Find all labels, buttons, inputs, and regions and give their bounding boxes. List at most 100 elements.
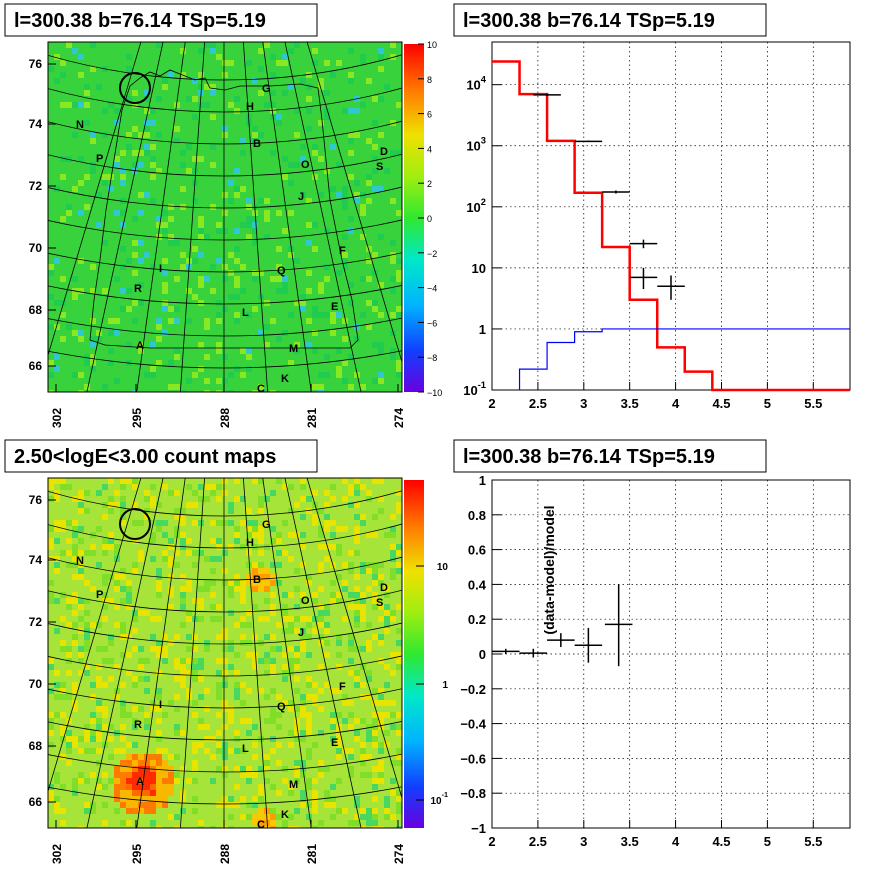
map-pixel: [102, 174, 108, 180]
map-pixel: [192, 520, 198, 526]
map-pixel: [90, 550, 96, 556]
map-pixel: [162, 760, 168, 766]
map-pixel: [126, 96, 132, 102]
map-pixel: [396, 640, 402, 646]
map-pixel: [186, 610, 192, 616]
map-pixel: [174, 772, 180, 778]
map-pixel: [102, 514, 108, 520]
map-pixel: [390, 120, 396, 126]
map-pixel: [396, 312, 402, 318]
map-pixel: [216, 742, 222, 748]
map-pixel: [72, 622, 78, 628]
map-pixel: [120, 174, 126, 180]
map-pixel: [186, 778, 192, 784]
map-pixel: [276, 120, 282, 126]
map-pixel: [342, 748, 348, 754]
map-pixel: [114, 108, 120, 114]
map-pixel: [78, 258, 84, 264]
y-tick-label: 74: [29, 553, 43, 567]
map-pixel: [84, 490, 90, 496]
map-pixel: [132, 628, 138, 634]
skymap-frame: [47, 41, 403, 393]
map-pixel: [222, 634, 228, 640]
map-pixel: [144, 96, 150, 102]
map-pixel: [198, 102, 204, 108]
map-pixel: [348, 646, 354, 652]
map-pixel: [300, 730, 306, 736]
map-pixel: [78, 826, 84, 828]
map-pixel: [60, 616, 66, 622]
map-pixel: [168, 538, 174, 544]
spectrum-title-box: [453, 3, 767, 37]
map-pixel: [60, 784, 66, 790]
map-pixel: [168, 490, 174, 496]
map-pixel: [372, 568, 378, 574]
map-pixel: [120, 246, 126, 252]
map-pixel: [264, 754, 270, 760]
map-pixel: [102, 574, 108, 580]
map-pixel: [270, 646, 276, 652]
map-pixel: [174, 138, 180, 144]
map-pixel: [186, 634, 192, 640]
map-pixel: [156, 748, 162, 754]
map-pixel: [162, 748, 168, 754]
map-pixel: [390, 276, 396, 282]
map-pixel: [306, 748, 312, 754]
map-pixel: [300, 544, 306, 550]
map-pixel: [318, 384, 324, 390]
map-pixel: [294, 646, 300, 652]
map-pixel: [222, 706, 228, 712]
map-pixel: [72, 742, 78, 748]
longitude-line: [262, 478, 312, 828]
map-pixel: [198, 724, 204, 730]
map-pixel: [228, 198, 234, 204]
map-pixel: [138, 772, 144, 778]
map-pixel: [300, 144, 306, 150]
map-pixel: [246, 640, 252, 646]
map-pixel: [222, 228, 228, 234]
map-pixel: [162, 784, 168, 790]
map-pixel: [252, 240, 258, 246]
map-pixel: [366, 670, 372, 676]
map-pixel: [120, 784, 126, 790]
map-pixel: [198, 826, 204, 828]
map-pixel: [78, 372, 84, 378]
map-pixel: [114, 330, 120, 336]
map-pixel: [258, 90, 264, 96]
map-pixel: [342, 336, 348, 342]
map-pixel: [318, 772, 324, 778]
map-pixel: [126, 258, 132, 264]
map-pixel: [312, 778, 318, 784]
map-pixel: [132, 766, 138, 772]
source-label-D: D: [380, 146, 388, 158]
map-pixel: [156, 318, 162, 324]
map-pixel: [324, 90, 330, 96]
map-pixel: [150, 826, 156, 828]
map-pixel: [270, 718, 276, 724]
map-pixel: [372, 252, 378, 258]
map-pixel: [306, 84, 312, 90]
map-pixel: [300, 802, 306, 808]
map-pixel: [396, 604, 402, 610]
map-pixel: [210, 538, 216, 544]
map-pixel: [318, 706, 324, 712]
x-tick-label: 3: [580, 396, 587, 411]
map-pixel: [60, 174, 66, 180]
source-label-A: A: [136, 340, 144, 352]
map-pixel: [66, 156, 72, 162]
map-pixel: [132, 790, 138, 796]
map-pixel: [216, 748, 222, 754]
map-pixel: [138, 300, 144, 306]
map-pixel: [168, 592, 174, 598]
source-label-F: F: [339, 681, 346, 693]
map-pixel: [384, 814, 390, 820]
map-pixel: [318, 390, 324, 392]
map-pixel: [252, 132, 258, 138]
map-pixel: [102, 802, 108, 808]
map-pixel: [228, 802, 234, 808]
map-pixel: [108, 538, 114, 544]
map-pixel: [384, 730, 390, 736]
map-pixel: [48, 270, 54, 276]
